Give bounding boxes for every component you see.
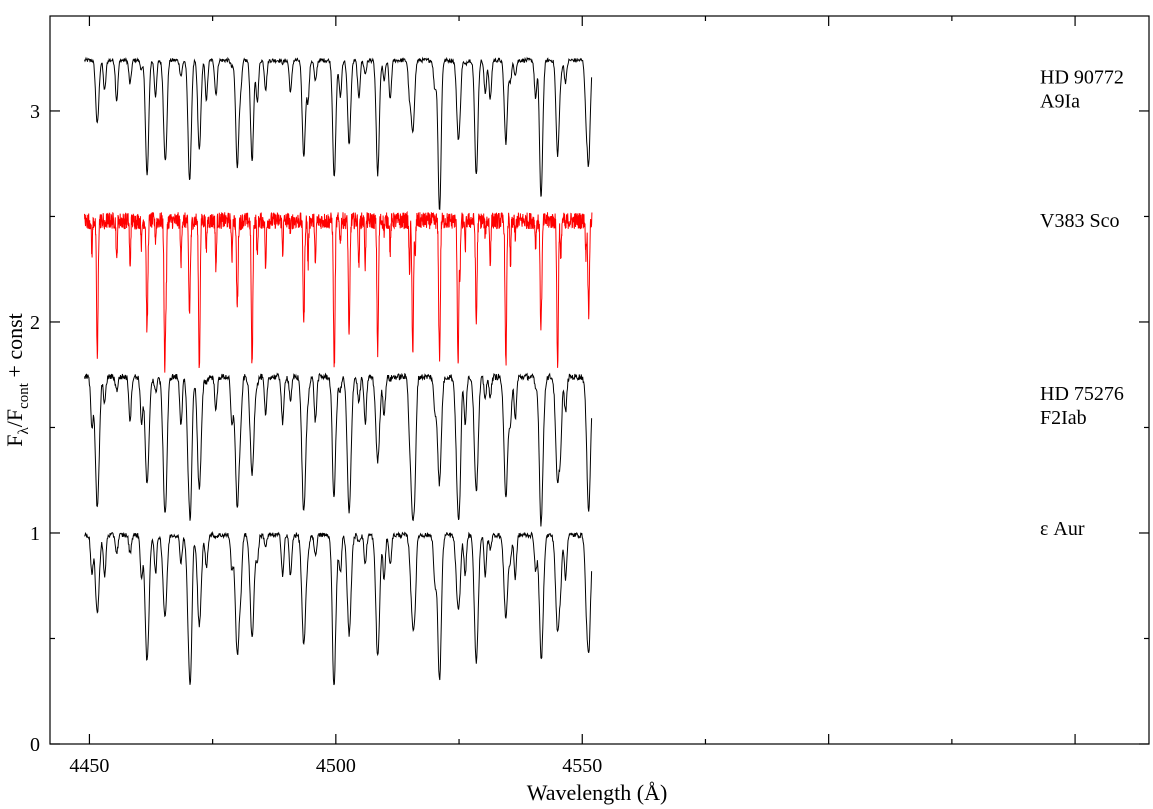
series-label: V383 Sco: [1040, 210, 1119, 232]
x-tick-label: 4500: [316, 755, 356, 777]
y-label-tail: + const: [2, 313, 27, 383]
y-axis-label: Fλ/Fcont + const: [2, 313, 32, 447]
y-label-mid: /F: [2, 409, 27, 427]
y-label-main: F: [2, 435, 27, 447]
series-lines: [84, 56, 593, 686]
y-label-sub2: cont: [16, 382, 32, 409]
x-tick-label: 4550: [562, 755, 602, 777]
series-label: HD 90772: [1040, 67, 1124, 89]
series-line-2: [84, 372, 593, 527]
y-tick-label: 2: [30, 312, 40, 334]
series-line-3: [84, 530, 593, 686]
series-label: HD 75276: [1040, 383, 1124, 405]
x-tick-label: 4450: [69, 755, 109, 777]
series-line-1: [84, 210, 593, 373]
y-tick-label: 3: [30, 101, 40, 123]
y-tick-label: 0: [30, 734, 40, 756]
x-ticks: 4450 4500 4550: [69, 16, 1076, 777]
x-axis-label: Wavelength (Å): [527, 780, 668, 805]
y-label-sub1: λ: [16, 427, 32, 435]
series-line-0: [84, 56, 593, 211]
y-tick-label: 1: [30, 523, 40, 545]
plot-frame: [49, 15, 1150, 745]
y-ticks: 0 1 2 3: [30, 101, 1149, 756]
series-sptype: A9Ia: [1040, 91, 1080, 113]
series-label: ε Aur: [1040, 518, 1085, 540]
series-sptype: F2Iab: [1040, 407, 1087, 429]
